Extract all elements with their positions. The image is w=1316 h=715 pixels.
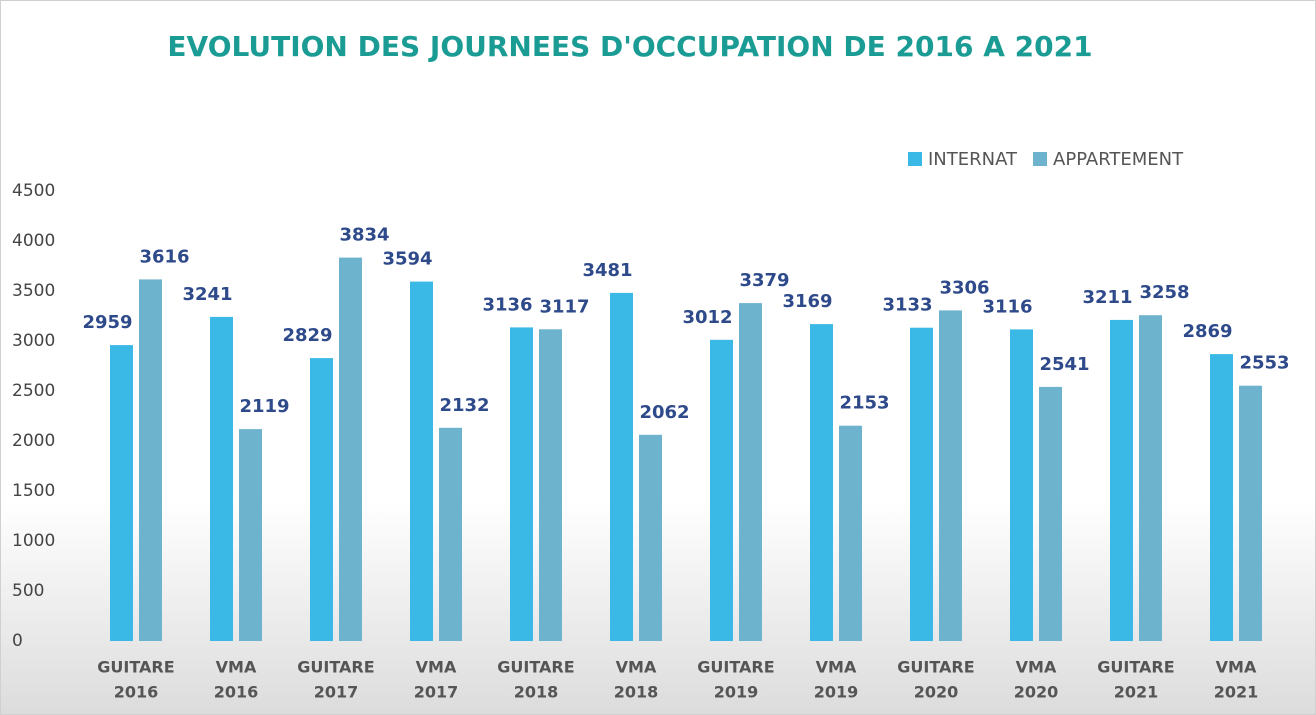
value-label: 3012 [682,307,732,328]
bar [639,434,662,641]
x-tick-label: 2018 [614,683,659,702]
y-tick-label: 500 [12,581,44,601]
value-label: 3133 [882,295,932,316]
bar [810,324,833,641]
x-tick-label: 2020 [1014,683,1059,702]
x-tick-label: GUITARE [297,658,374,677]
x-tick-label: 2017 [414,683,459,702]
bar [739,303,762,641]
bar [710,339,733,641]
bar [1039,386,1062,641]
bar [839,425,862,641]
value-label: 3136 [482,294,532,315]
value-label: 2153 [839,393,889,414]
legend-label: APPARTEMENT [1053,149,1184,170]
y-tick-label: 2500 [12,381,55,401]
value-label: 3306 [939,277,989,298]
value-label: 3258 [1139,282,1189,303]
bar [210,316,233,641]
x-tick-label: VMA [416,658,457,677]
value-label: 3117 [539,296,589,317]
legend-label: INTERNAT [928,149,1018,170]
bar [910,327,933,641]
value-label: 2119 [239,396,289,417]
x-tick-label: 2021 [1114,683,1159,702]
y-tick-label: 1000 [12,531,55,551]
value-label: 3379 [739,270,789,291]
y-tick-label: 3000 [12,331,55,351]
x-tick-label: 2019 [814,683,859,702]
value-label: 3594 [382,249,432,270]
x-tick-label: GUITARE [497,658,574,677]
chart-title: EVOLUTION DES JOURNEES D'OCCUPATION DE 2… [167,30,1092,63]
y-tick-label: 3500 [12,281,55,301]
x-tick-label: GUITARE [697,658,774,677]
value-label: 2959 [82,312,132,333]
value-label: 2869 [1182,321,1232,342]
x-tick-label: VMA [816,658,857,677]
bar [1139,315,1162,641]
legend-swatch [1033,152,1048,166]
x-tick-label: 2017 [314,683,359,702]
value-label: 3169 [782,291,832,312]
y-tick-label: 1500 [12,481,55,501]
bar [439,427,462,641]
bar [1210,354,1233,641]
value-label: 2541 [1039,354,1089,375]
y-tick-label: 4500 [12,181,55,201]
y-tick-label: 4000 [12,231,55,251]
bar [310,358,333,641]
x-tick-label: 2019 [714,683,759,702]
value-label: 2553 [1239,353,1289,374]
x-tick-label: GUITARE [97,658,174,677]
x-tick-label: 2016 [214,683,259,702]
value-label: 3616 [139,246,189,267]
bar [610,292,633,641]
x-tick-label: GUITARE [1097,658,1174,677]
value-label: 2829 [282,325,332,346]
bar [1239,385,1262,641]
x-tick-label: 2021 [1214,683,1259,702]
y-tick-label: 2000 [12,431,55,451]
legend-swatch [908,152,922,166]
x-tick-label: GUITARE [897,658,974,677]
x-tick-label: VMA [216,658,257,677]
x-tick-label: 2018 [514,683,559,702]
bar [239,429,262,641]
bar [939,310,962,641]
x-tick-label: 2016 [114,683,159,702]
bar [139,279,162,641]
bar [339,257,362,641]
value-label: 3834 [339,225,389,246]
y-tick-label: 0 [12,631,23,651]
value-label: 3481 [582,260,632,281]
x-tick-label: VMA [1016,658,1057,677]
x-tick-label: VMA [1216,658,1257,677]
value-label: 3116 [982,296,1032,317]
bar [1010,329,1033,641]
bar [510,327,533,641]
bar [110,345,133,641]
bar [539,329,562,641]
bar [410,281,433,641]
value-label: 2132 [439,395,489,416]
bar [1110,319,1133,641]
value-label: 3241 [182,284,232,305]
value-label: 3211 [1082,287,1132,308]
x-tick-label: 2020 [914,683,959,702]
value-label: 2062 [639,402,689,423]
x-tick-label: VMA [616,658,657,677]
